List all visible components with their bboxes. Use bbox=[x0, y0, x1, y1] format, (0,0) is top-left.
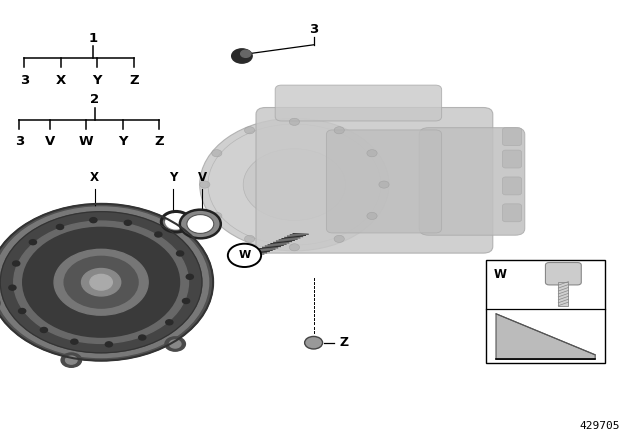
Circle shape bbox=[54, 249, 148, 315]
Circle shape bbox=[155, 232, 162, 237]
Text: X: X bbox=[90, 171, 99, 184]
FancyBboxPatch shape bbox=[256, 108, 493, 253]
Circle shape bbox=[170, 340, 181, 348]
Text: 3: 3 bbox=[15, 135, 24, 148]
Circle shape bbox=[71, 339, 78, 344]
Text: Y: Y bbox=[169, 171, 178, 184]
Circle shape bbox=[212, 212, 222, 220]
Circle shape bbox=[23, 228, 179, 337]
Circle shape bbox=[29, 240, 36, 245]
Circle shape bbox=[334, 235, 344, 242]
Circle shape bbox=[139, 335, 146, 340]
Circle shape bbox=[289, 118, 300, 125]
Circle shape bbox=[14, 221, 188, 343]
Circle shape bbox=[9, 285, 16, 290]
Text: W: W bbox=[79, 135, 93, 148]
Circle shape bbox=[208, 124, 381, 245]
Circle shape bbox=[0, 204, 213, 361]
Circle shape bbox=[81, 268, 121, 296]
Circle shape bbox=[187, 215, 214, 233]
Circle shape bbox=[289, 244, 300, 251]
Text: 1: 1 bbox=[88, 31, 97, 45]
Circle shape bbox=[166, 320, 173, 325]
Circle shape bbox=[106, 342, 113, 347]
Circle shape bbox=[19, 309, 26, 314]
Circle shape bbox=[212, 150, 222, 157]
Text: 2: 2 bbox=[90, 93, 99, 106]
Text: W: W bbox=[238, 250, 251, 260]
Circle shape bbox=[379, 181, 389, 188]
FancyBboxPatch shape bbox=[502, 150, 522, 168]
FancyBboxPatch shape bbox=[419, 128, 525, 235]
FancyBboxPatch shape bbox=[545, 263, 581, 285]
Polygon shape bbox=[496, 314, 595, 359]
Circle shape bbox=[334, 127, 344, 134]
Circle shape bbox=[241, 50, 251, 57]
Text: Z: Z bbox=[154, 135, 164, 148]
Circle shape bbox=[243, 149, 346, 220]
FancyBboxPatch shape bbox=[502, 128, 522, 146]
Circle shape bbox=[186, 274, 193, 279]
Text: W: W bbox=[494, 268, 507, 281]
Circle shape bbox=[1, 211, 202, 353]
Circle shape bbox=[13, 261, 20, 266]
Circle shape bbox=[166, 215, 186, 229]
Text: 3: 3 bbox=[309, 22, 318, 36]
Circle shape bbox=[244, 127, 255, 134]
Circle shape bbox=[0, 207, 209, 358]
Circle shape bbox=[244, 235, 255, 242]
Circle shape bbox=[367, 212, 377, 220]
Circle shape bbox=[180, 210, 221, 238]
Circle shape bbox=[367, 150, 377, 157]
Circle shape bbox=[182, 298, 189, 303]
Circle shape bbox=[90, 218, 97, 223]
Text: Y: Y bbox=[118, 135, 127, 148]
Text: Z: Z bbox=[339, 336, 348, 349]
Circle shape bbox=[305, 336, 323, 349]
Circle shape bbox=[228, 244, 261, 267]
Circle shape bbox=[56, 224, 63, 229]
Text: V: V bbox=[198, 171, 207, 184]
FancyBboxPatch shape bbox=[326, 130, 442, 233]
Text: X: X bbox=[56, 74, 66, 87]
Text: V: V bbox=[45, 135, 55, 148]
Circle shape bbox=[200, 181, 210, 188]
Text: 3: 3 bbox=[20, 74, 29, 87]
FancyBboxPatch shape bbox=[275, 85, 442, 121]
FancyBboxPatch shape bbox=[502, 177, 522, 195]
Circle shape bbox=[61, 353, 81, 367]
Circle shape bbox=[90, 274, 113, 290]
FancyBboxPatch shape bbox=[502, 204, 522, 222]
Text: 429705: 429705 bbox=[579, 421, 620, 431]
Circle shape bbox=[64, 256, 138, 308]
Circle shape bbox=[177, 251, 184, 256]
Circle shape bbox=[65, 356, 77, 364]
Circle shape bbox=[232, 49, 252, 63]
Circle shape bbox=[40, 327, 47, 332]
FancyBboxPatch shape bbox=[558, 282, 568, 306]
Circle shape bbox=[124, 220, 131, 225]
Text: Z: Z bbox=[129, 74, 140, 87]
Circle shape bbox=[200, 118, 389, 251]
Circle shape bbox=[165, 337, 186, 351]
Text: Y: Y bbox=[93, 74, 102, 87]
FancyBboxPatch shape bbox=[486, 260, 605, 363]
